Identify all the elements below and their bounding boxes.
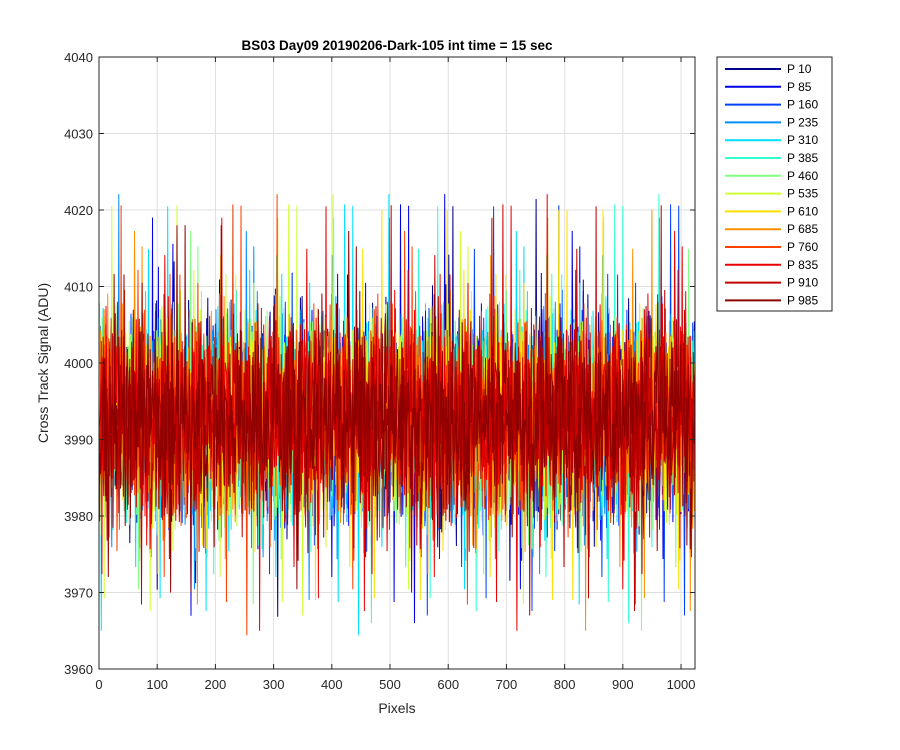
y-tick-label: 3960 bbox=[64, 662, 93, 677]
y-tick-label: 4040 bbox=[64, 50, 93, 65]
y-tick-label: 4030 bbox=[64, 127, 93, 142]
x-axis-label: Pixels bbox=[378, 700, 415, 716]
y-axis-label: Cross Track Signal (ADU) bbox=[35, 283, 51, 443]
y-tick-label: 3990 bbox=[64, 433, 93, 448]
legend-label: P 310 bbox=[787, 133, 818, 147]
x-tick-label: 600 bbox=[437, 677, 459, 692]
x-tick-label: 100 bbox=[146, 677, 168, 692]
legend-box bbox=[716, 56, 833, 312]
x-tick-label: 400 bbox=[321, 677, 343, 692]
legend-label: P 85 bbox=[787, 80, 812, 94]
legend-label: P 160 bbox=[787, 98, 818, 112]
legend-label: P 535 bbox=[787, 187, 818, 201]
y-tick-label: 3970 bbox=[64, 586, 93, 601]
ticks: 0 100 200 300 400 500 600 700 800 900 1000 3960 3970… bbox=[64, 50, 695, 692]
x-tick-label: 1000 bbox=[667, 677, 696, 692]
legend-label: P 685 bbox=[787, 222, 818, 236]
legend-label: P 910 bbox=[787, 276, 818, 290]
series-layer bbox=[99, 194, 695, 636]
legend-label: P 760 bbox=[787, 240, 818, 254]
x-tick-label: 800 bbox=[554, 677, 576, 692]
x-tick-label: 700 bbox=[496, 677, 518, 692]
series-line-p985 bbox=[99, 225, 695, 593]
x-tick-label: 900 bbox=[612, 677, 634, 692]
legend-label: P 610 bbox=[787, 204, 818, 218]
legend-label: P 460 bbox=[787, 169, 818, 183]
legend-label: P 835 bbox=[787, 258, 818, 272]
x-tick-label: 0 bbox=[95, 677, 102, 692]
y-tick-label: 4000 bbox=[64, 356, 93, 371]
legend-label: P 985 bbox=[787, 293, 818, 307]
legend: P 10 P 85 P 160 P 235 P 310 P 385 P 460 P 535 P … bbox=[716, 56, 833, 312]
legend-label: P 385 bbox=[787, 151, 818, 165]
legend-label: P 10 bbox=[787, 62, 812, 76]
y-tick-label: 4020 bbox=[64, 203, 93, 218]
y-tick-label: 3980 bbox=[64, 509, 93, 524]
x-tick-label: 500 bbox=[379, 677, 401, 692]
chart-title: BS03 Day09 20190206-Dark-105 int time = … bbox=[241, 38, 553, 53]
y-tick-label: 4010 bbox=[64, 280, 93, 295]
legend-label: P 235 bbox=[787, 115, 818, 129]
x-tick-label: 200 bbox=[205, 677, 227, 692]
x-tick-label: 300 bbox=[263, 677, 285, 692]
